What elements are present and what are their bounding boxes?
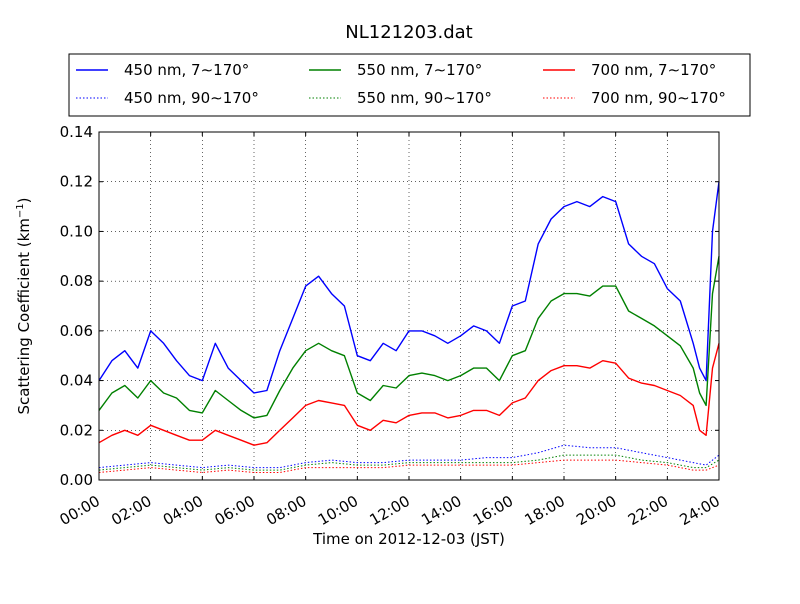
x-tick-label: 24:00 — [677, 492, 723, 529]
y-tick-label: 0.10 — [60, 222, 93, 240]
y-axis-label-superscript: −1 — [15, 203, 26, 218]
legend-label: 450 nm, 7∼170° — [124, 61, 249, 79]
x-tick-label: 16:00 — [470, 492, 516, 529]
series-line-6 — [98, 459, 720, 473]
legend-label: 550 nm, 7∼170° — [357, 61, 482, 79]
series-layer — [98, 181, 720, 473]
series-line-1 — [98, 181, 720, 394]
legend-box — [68, 53, 751, 117]
series-line-2 — [98, 256, 720, 419]
y-tick-label: 0.02 — [60, 421, 93, 439]
x-tick-label: 10:00 — [315, 492, 361, 529]
series-line-5 — [98, 454, 720, 471]
y-axis-label: Scattering Coefficient (km−1) — [15, 197, 33, 414]
x-tick-label: 04:00 — [160, 492, 206, 529]
legend-label: 550 nm, 90∼170° — [357, 89, 492, 107]
x-axis-label: Time on 2012-12-03 (JST) — [312, 530, 505, 548]
legend-label: 700 nm, 90∼170° — [591, 89, 726, 107]
x-tick-label: 00:00 — [57, 492, 103, 529]
y-tick-label: 0.14 — [60, 123, 93, 141]
x-tick-label: 02:00 — [108, 492, 154, 529]
y-axis-label-tail: ) — [15, 197, 33, 203]
x-tick-label: 06:00 — [212, 492, 258, 529]
y-tick-label: 0.06 — [60, 322, 93, 340]
x-tick-label: 12:00 — [367, 492, 413, 529]
axis-ticks: 00:00 02:00 04:00 06:00 08:00 10:00 12:00 14:00… — [57, 123, 723, 529]
x-tick-label: 18:00 — [522, 492, 568, 529]
legend-label: 450 nm, 90∼170° — [124, 89, 259, 107]
y-tick-label: 0.00 — [60, 471, 93, 489]
grid-lines — [99, 132, 719, 480]
y-tick-label: 0.12 — [60, 173, 93, 191]
series-line-3 — [98, 343, 720, 446]
y-tick-label: 0.08 — [60, 272, 93, 290]
x-tick-label: 14:00 — [418, 492, 464, 529]
chart-title: NL121203.dat — [345, 22, 472, 43]
x-tick-label: 08:00 — [263, 492, 309, 529]
y-tick-label: 0.04 — [60, 372, 93, 390]
legend-label: 700 nm, 7∼170° — [591, 61, 716, 79]
y-axis-label-main: Scattering Coefficient (km — [15, 218, 33, 414]
x-tick-label: 22:00 — [625, 492, 671, 529]
legend: 450 nm, 7∼170° 550 nm, 7∼170° 700 nm, 7∼17… — [68, 53, 751, 117]
x-tick-label: 20:00 — [573, 492, 619, 529]
